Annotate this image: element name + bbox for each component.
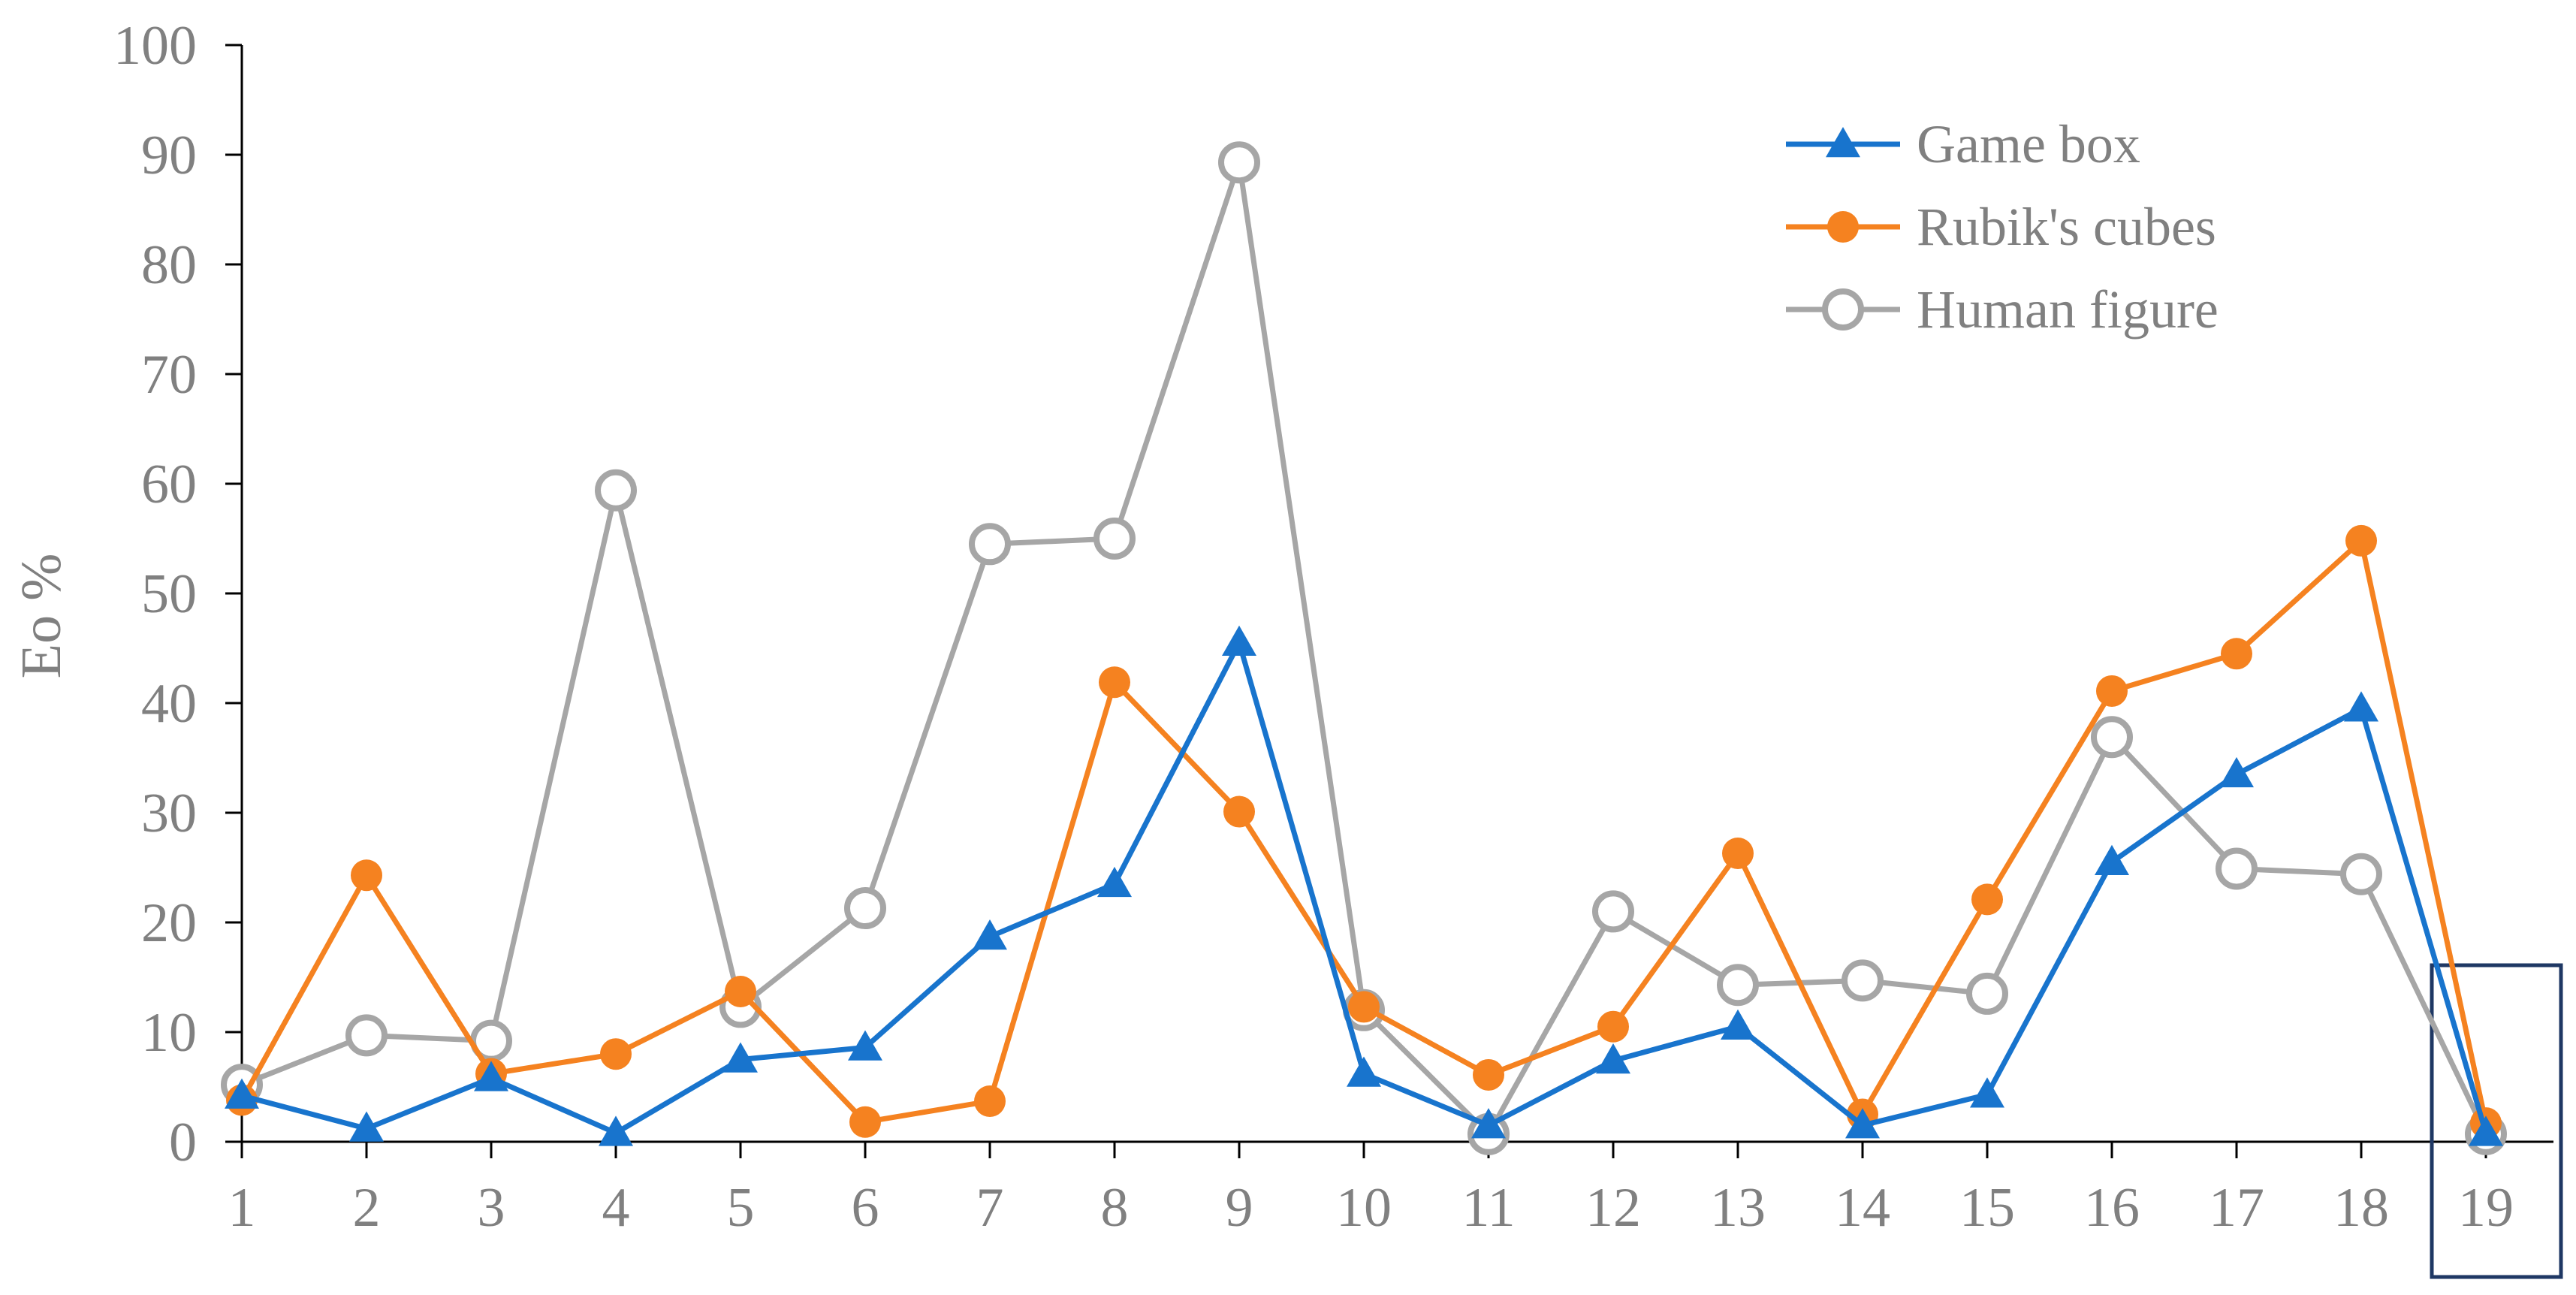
- data-point: [351, 859, 382, 892]
- legend-label: Game box: [1917, 114, 2140, 174]
- legend-marker: [1822, 288, 1864, 331]
- data-point: [1347, 1056, 1381, 1087]
- data-point: [1842, 959, 1884, 1002]
- legend-label: Rubik's cubes: [1917, 197, 2216, 257]
- data-point: [1348, 991, 1380, 1023]
- highlight-box: [2430, 963, 2563, 1279]
- x-tick-label: 11: [1461, 1177, 1515, 1239]
- data-point: [1596, 1043, 1630, 1074]
- y-tick-label: 80: [141, 234, 197, 296]
- legend-marker: [1826, 127, 1860, 158]
- data-point: [1597, 1010, 1629, 1043]
- data-point: [349, 1111, 384, 1142]
- data-point: [2219, 756, 2254, 788]
- y-tick-label: 70: [141, 344, 197, 406]
- series-human-figure: [221, 141, 2507, 1155]
- data-point: [725, 975, 756, 1007]
- y-tick-label: 20: [141, 892, 197, 954]
- x-tick-label: 19: [2458, 1177, 2514, 1239]
- y-tick-label: 0: [169, 1112, 197, 1173]
- data-point: [2344, 691, 2378, 722]
- x-tick-label: 12: [1585, 1177, 1641, 1239]
- y-tick-label: 60: [141, 454, 197, 515]
- data-point: [345, 1014, 388, 1057]
- legend-entry: Rubik's cubes: [1786, 197, 2216, 257]
- data-point: [474, 1061, 508, 1091]
- y-tick-label: 90: [141, 125, 197, 186]
- data-point: [848, 1030, 882, 1061]
- x-tick-label: 3: [478, 1177, 505, 1239]
- y-tick-label: 100: [113, 15, 197, 77]
- data-point: [1223, 795, 1255, 828]
- data-point: [1722, 838, 1754, 870]
- legend: Game box Rubik's cubes Human figure: [1786, 114, 2219, 340]
- x-tick-label: 16: [2084, 1177, 2140, 1239]
- data-point: [600, 1038, 632, 1070]
- data-point: [2091, 716, 2133, 759]
- x-tick-label: 14: [1835, 1177, 1890, 1239]
- data-point: [973, 919, 1007, 950]
- data-point: [1970, 1077, 2004, 1108]
- y-tick-label: 30: [141, 783, 197, 844]
- legend-label: Human figure: [1917, 279, 2219, 340]
- data-point: [1592, 890, 1634, 933]
- data-point: [1966, 972, 2008, 1015]
- data-point: [599, 1115, 633, 1146]
- data-point: [1222, 625, 1256, 656]
- legend-entry: Game box: [1786, 114, 2140, 174]
- series-game-box: [225, 625, 2503, 1146]
- y-tick-label: 40: [141, 673, 197, 735]
- x-tick-label: 10: [1336, 1177, 1392, 1239]
- data-point: [1721, 1009, 1755, 1040]
- data-point: [1845, 1108, 1880, 1139]
- data-point: [1097, 866, 1132, 898]
- x-tick-label: 1: [228, 1177, 256, 1239]
- x-tick-label: 4: [602, 1177, 630, 1239]
- series-rubik-s-cubes: [226, 524, 2502, 1140]
- x-tick-label: 15: [1959, 1177, 2015, 1239]
- data-point: [1218, 141, 1260, 184]
- data-point: [1473, 1058, 1504, 1091]
- legend-marker: [1827, 211, 1859, 243]
- x-tick-label: 6: [852, 1177, 879, 1239]
- series-layer: [221, 141, 2507, 1155]
- data-point: [2216, 847, 2258, 890]
- data-point: [1971, 883, 2003, 916]
- data-point: [844, 887, 886, 930]
- y-tick-label: 10: [141, 1002, 197, 1064]
- legend-entry: Human figure: [1786, 279, 2219, 340]
- data-point: [723, 1042, 758, 1073]
- data-point: [2345, 524, 2377, 557]
- x-tick-label: 17: [2209, 1177, 2264, 1239]
- data-point: [2096, 675, 2128, 707]
- x-tick-label: 13: [1710, 1177, 1766, 1239]
- data-point: [2221, 638, 2252, 670]
- data-point: [595, 469, 637, 512]
- data-point: [974, 1085, 1006, 1117]
- x-tick-label: 8: [1101, 1177, 1129, 1239]
- data-point: [2340, 853, 2382, 895]
- data-point: [1099, 666, 1130, 699]
- data-point: [2095, 844, 2129, 875]
- data-point: [2469, 1115, 2503, 1146]
- data-point: [969, 523, 1011, 566]
- x-tick-label: 2: [353, 1177, 381, 1239]
- data-point: [1471, 1108, 1506, 1139]
- data-point: [1093, 518, 1136, 560]
- data-point: [225, 1078, 259, 1109]
- y-tick-label: 50: [141, 563, 197, 625]
- data-point: [849, 1106, 881, 1138]
- x-tick-label: 9: [1226, 1177, 1253, 1239]
- y-axis-title: Eo %: [10, 554, 73, 679]
- x-tick-label: 7: [976, 1177, 1004, 1239]
- x-tick-label: 5: [727, 1177, 755, 1239]
- series-line: [239, 538, 2489, 1125]
- x-tick-label: 18: [2333, 1177, 2389, 1239]
- data-point: [1717, 964, 1759, 1007]
